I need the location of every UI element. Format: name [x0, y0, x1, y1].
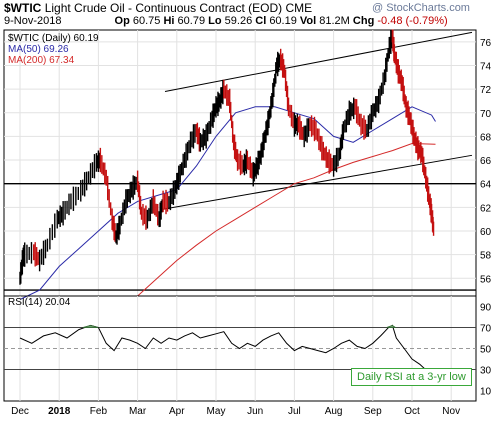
x-tick-label: Jun [247, 406, 263, 417]
x-tick-label: May [207, 406, 226, 417]
x-tick-label: Feb [90, 406, 108, 417]
quote-line: 9-Nov-2018 Op 60.75 Hi 60.79 Lo 59.26 Cl… [4, 15, 448, 27]
close-label: Cl [255, 15, 267, 27]
rsi-overbought-fill [82, 324, 99, 328]
ohlc: Op 60.75 Hi 60.79 Lo 59.26 Cl 60.19 Vol … [115, 15, 448, 27]
low-value: 59.26 [224, 15, 253, 27]
legend-ma50-text: MA(50) 69.26 [8, 44, 69, 55]
high-value: 60.79 [177, 15, 206, 27]
open-value: 60.75 [132, 15, 161, 27]
x-tick-label: Jul [288, 406, 301, 417]
legend-rsi-text: RSI(14) 20.04 [8, 297, 71, 308]
trend-lower [159, 154, 473, 211]
trend-upper [164, 31, 473, 92]
rsi-overbought-fill [386, 324, 397, 328]
rsi-tick-label: 30 [480, 366, 492, 377]
x-tick-label: Sep [364, 406, 382, 417]
legend-ma200-text: MA(200) 67.34 [8, 55, 75, 66]
rsi-tick-label: 50 [480, 345, 492, 356]
x-tick-label: Aug [325, 406, 343, 417]
chart-title: $WTIC Light Crude Oil - Continuous Contr… [4, 1, 312, 15]
instrument-name: Light Crude Oil - Continuous Contract (E… [44, 1, 283, 15]
legend-ma200: MA(200) 67.34 [8, 55, 74, 66]
open-label: Op [114, 15, 130, 27]
chg-label: Chg [352, 15, 375, 27]
x-tick-label: Apr [169, 406, 185, 417]
price-tick-label: 62 [480, 203, 492, 214]
legend-ma50: MA(50) 69.26 [8, 44, 69, 55]
quote-date: 9-Nov-2018 [4, 15, 62, 27]
price-tick-label: 60 [480, 227, 492, 238]
rsi-annotation: Daily RSI at a 3-yr low [351, 368, 472, 386]
close-value: 60.19 [269, 15, 297, 27]
rsi-line [19, 324, 435, 381]
legend-main-text: $WTIC (Daily) 60.19 [8, 33, 99, 44]
x-tick-label: Mar [129, 406, 147, 417]
high-label: Hi [163, 15, 175, 27]
price-tick-label: 56 [480, 274, 492, 285]
low-label: Lo [208, 15, 222, 27]
price-tick-label: 72 [480, 85, 492, 96]
x-axis: Dec 2018 Feb Mar Apr May Jun Jul Aug Sep Oct Nov [11, 406, 460, 417]
rsi-tick-label: 10 [480, 387, 492, 398]
watermark: @ StockCharts.com [372, 2, 470, 14]
ma50-line [19, 106, 436, 300]
vol-value: 81.2M [319, 15, 350, 27]
ma200-line [137, 142, 436, 297]
chg-value: -0.48 (-0.79%) [377, 15, 448, 27]
rsi-tick-label: 70 [480, 324, 492, 335]
price-tick-label: 58 [480, 251, 492, 262]
x-tick-label: 2018 [48, 406, 71, 417]
legend-main: $WTIC (Daily) 60.19 [8, 33, 99, 44]
symbol: $WTIC [4, 1, 42, 15]
price-tick-label: 70 [480, 109, 492, 120]
x-tick-label: Oct [404, 406, 420, 417]
x-tick-label: Nov [442, 406, 460, 417]
price-panel: 56 58 60 62 64 66 68 70 72 74 76 [3, 29, 492, 300]
x-tick-label: Dec [11, 406, 29, 417]
price-tick-label: 74 [480, 61, 492, 72]
exchange: CME [285, 1, 313, 15]
price-tick-label: 76 [480, 38, 492, 49]
price-tick-label: 66 [480, 156, 492, 167]
rsi-annotation-text: Daily RSI at a 3-yr low [357, 371, 466, 383]
price-tick-label: 68 [480, 132, 492, 143]
rsi-tick-label: 90 [480, 303, 492, 314]
price-tick-label: 64 [480, 180, 492, 191]
legend-rsi: RSI(14) 20.04 [8, 297, 70, 308]
vol-label: Vol [299, 15, 317, 27]
